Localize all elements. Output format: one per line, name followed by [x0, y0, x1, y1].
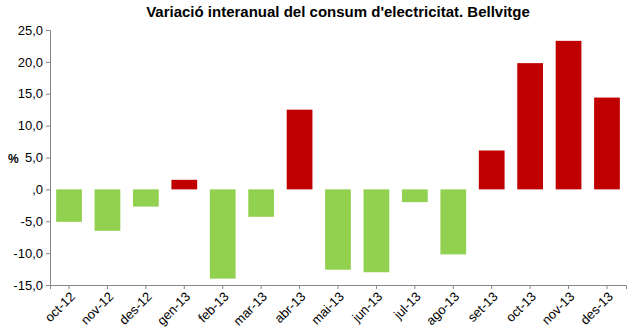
x-tick: ago-13 — [423, 285, 462, 328]
x-tick-label: nov-12 — [78, 289, 117, 328]
y-axis-line — [46, 31, 51, 286]
x-tick-mark — [107, 285, 108, 289]
x-tick-mark — [261, 285, 262, 289]
y-tick-label: -5,0 — [21, 214, 43, 229]
x-tick-mark — [184, 285, 185, 289]
y-tick: -15,0 — [13, 278, 50, 293]
x-tick-label: mai-13 — [308, 289, 347, 328]
x-tick-label: ago-13 — [423, 289, 462, 328]
x-tick: oct-13 — [503, 285, 539, 325]
y-tick-mark — [46, 62, 50, 63]
y-tick-mark — [46, 189, 50, 190]
bar — [210, 189, 236, 278]
y-tick-mark — [46, 94, 50, 95]
y-axis-title: % — [8, 152, 19, 166]
bar — [287, 110, 313, 190]
x-tick-label: oct-13 — [503, 289, 539, 325]
bar — [479, 150, 505, 189]
x-tick-mark — [145, 285, 146, 289]
x-tick-label: abr-13 — [271, 289, 308, 326]
bar — [594, 98, 620, 190]
y-tick: 20,0 — [18, 55, 50, 70]
x-tick-mark — [491, 285, 492, 289]
bar — [133, 189, 159, 206]
y-tick: -10,0 — [13, 246, 50, 261]
y-tick-mark — [46, 30, 50, 31]
y-tick-label: 25,0 — [18, 23, 43, 38]
x-tick: nov-12 — [78, 285, 117, 328]
y-tick-mark — [46, 285, 50, 286]
x-tick-label: jun-13 — [348, 289, 385, 326]
x-tick-mark — [69, 285, 70, 289]
x-tick-label: des-13 — [577, 289, 616, 328]
y-tick: 10,0 — [18, 118, 50, 133]
x-tick: des-12 — [116, 285, 155, 328]
bar — [440, 189, 466, 254]
bar — [364, 189, 390, 272]
bar — [248, 189, 274, 216]
y-tick: ,0 — [32, 182, 50, 197]
x-tick-mark — [453, 285, 454, 289]
bar — [171, 180, 197, 190]
y-tick: 25,0 — [18, 23, 50, 38]
x-tick: gen-13 — [154, 285, 193, 328]
bar — [517, 63, 543, 189]
y-tick-label: 15,0 — [18, 86, 43, 101]
y-tick-label: ,0 — [32, 182, 43, 197]
bar — [95, 189, 121, 230]
x-tick-mark — [530, 285, 531, 289]
x-tick: feb-13 — [195, 285, 232, 325]
x-tick-label: gen-13 — [154, 289, 193, 328]
y-tick-label: 5,0 — [25, 150, 43, 165]
x-tick-label: oct-12 — [42, 289, 78, 325]
chart: Variació interanual del consum d'electri… — [0, 0, 640, 333]
x-tick: set-13 — [464, 285, 500, 325]
x-tick-label: mar-13 — [230, 289, 270, 329]
x-tick: oct-12 — [42, 285, 78, 325]
x-tick-label: des-12 — [116, 289, 155, 328]
plot: -15,0 -10,0 -5,0 ,0 5,0 10,0 15,0 20,0 25,0 oct-1… — [13, 23, 626, 329]
x-axis: oct-12nov-12des-12gen-13feb-13mar-13abr-… — [42, 285, 627, 329]
y-tick-mark — [46, 158, 50, 159]
x-tick: jun-13 — [348, 285, 385, 326]
x-tick-mark — [568, 285, 569, 289]
x-tick-label: set-13 — [464, 289, 500, 325]
x-tick: jul-13 — [390, 285, 424, 323]
bar — [402, 189, 428, 202]
y-tick-label: -10,0 — [13, 246, 43, 261]
y-tick-mark — [46, 221, 50, 222]
x-tick: mar-13 — [230, 285, 270, 329]
x-tick-label: jul-13 — [390, 289, 424, 323]
y-tick-label: 10,0 — [18, 118, 43, 133]
y-tick: 15,0 — [18, 86, 50, 101]
x-tick: nov-13 — [539, 285, 578, 328]
x-tick-mark — [376, 285, 377, 289]
y-tick-label: -15,0 — [13, 278, 43, 293]
x-tick-mark — [222, 285, 223, 289]
y-tick-mark — [46, 253, 50, 254]
title: Variació interanual del consum d'electri… — [146, 3, 530, 20]
x-tick: des-13 — [577, 285, 616, 328]
bar — [325, 189, 351, 269]
y-tick: 5,0 — [25, 150, 50, 165]
y-tick-label: 20,0 — [18, 55, 43, 70]
x-tick-mark — [414, 285, 415, 289]
x-tick-mark — [606, 285, 607, 289]
x-tick-mark — [338, 285, 339, 289]
x-tick: mai-13 — [308, 285, 347, 328]
x-axis-line — [51, 286, 627, 290]
x-tick-label: feb-13 — [195, 289, 232, 326]
y-tick: -5,0 — [21, 214, 50, 229]
y-axis: -15,0 -10,0 -5,0 ,0 5,0 10,0 15,0 20,0 25,0 — [13, 23, 50, 293]
y-tick-mark — [46, 126, 50, 127]
bar — [56, 189, 82, 222]
x-tick: abr-13 — [271, 285, 308, 326]
x-tick-mark — [299, 285, 300, 289]
x-tick-label: nov-13 — [539, 289, 578, 328]
bar — [556, 41, 582, 190]
bars — [56, 41, 620, 279]
